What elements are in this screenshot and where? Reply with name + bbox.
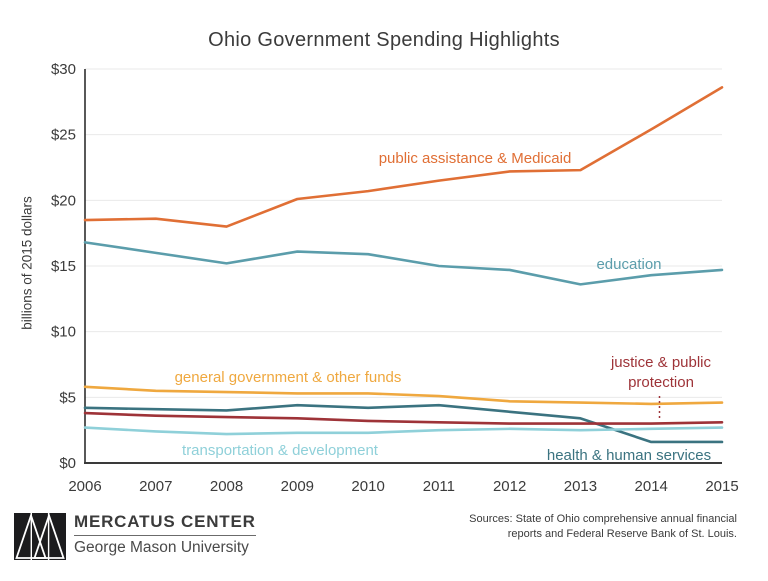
footer-brand: MERCATUS CENTER George Mason University: [74, 512, 256, 557]
brand-name: MERCATUS CENTER: [74, 512, 256, 536]
y-tick-label: $15: [51, 258, 76, 275]
y-tick-label: $0: [59, 455, 76, 472]
sources-note: Sources: State of Ohio comprehensive ann…: [469, 512, 737, 542]
x-tick-label: 2009: [281, 478, 314, 495]
sources-line-1: Sources: State of Ohio comprehensive ann…: [469, 513, 737, 525]
mercatus-logo-icon: [14, 513, 66, 560]
series-label-education: education: [596, 256, 662, 273]
y-tick-label: $30: [51, 61, 76, 78]
x-tick-label: 2015: [705, 478, 738, 495]
x-tick-label: 2007: [139, 478, 172, 495]
x-tick-label: 2012: [493, 478, 526, 495]
series-label-public-assistance: public assistance & Medicaid: [378, 150, 572, 167]
y-tick-label: $20: [51, 192, 76, 209]
series-label-transportation: transportation & development: [182, 442, 378, 459]
chart-title: Ohio Government Spending Highlights: [208, 29, 560, 51]
series-line-4: [83, 411, 724, 425]
x-tick-label: 2006: [68, 478, 101, 495]
series-line-0: [83, 86, 724, 228]
y-tick-label: $5: [59, 389, 76, 406]
series-label-justice-protection: justice & public protection: [610, 354, 712, 391]
series-label-health-human: health & human services: [546, 447, 712, 464]
sources-line-2: reports and Federal Reserve Bank of St. …: [507, 527, 737, 540]
brand-subtitle: George Mason University: [74, 539, 249, 556]
x-tick-label: 2010: [351, 478, 384, 495]
series-label-general-government: general government & other funds: [174, 369, 402, 386]
series-line-1: [83, 241, 724, 286]
series-line-2: [83, 385, 724, 406]
y-tick-label: $10: [51, 324, 76, 341]
x-tick-label: 2014: [635, 478, 668, 495]
x-tick-label: 2013: [564, 478, 597, 495]
y-tick-label: $25: [51, 127, 76, 144]
x-tick-label: 2011: [423, 478, 455, 495]
x-tick-label: 2008: [210, 478, 243, 495]
series-line-5: [83, 426, 724, 436]
